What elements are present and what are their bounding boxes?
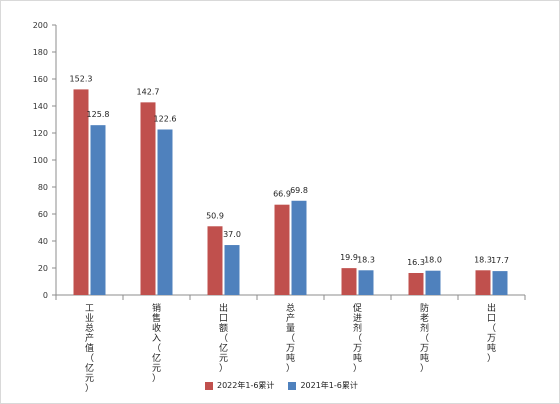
bar-2021 xyxy=(425,270,441,295)
y-tick-label: 100 xyxy=(33,156,48,165)
data-label: 50.9 xyxy=(206,211,224,220)
legend-swatch-2022 xyxy=(205,381,213,390)
legend: 2022年1-6累计 2021年1-6累计 xyxy=(205,380,358,391)
bar-2021 xyxy=(157,129,173,295)
data-label: 18.0 xyxy=(424,256,442,265)
category-label: 促进剂（万吨） xyxy=(353,302,362,374)
bar-2021 xyxy=(492,271,508,295)
category-label: 防老剂（万吨） xyxy=(420,302,429,374)
category-label: 出口额（亿元） xyxy=(219,302,228,374)
data-label: 17.7 xyxy=(491,256,509,265)
bar-2021 xyxy=(358,270,374,295)
category-label: 工业总产值（亿元） xyxy=(85,304,94,394)
data-label: 18.3 xyxy=(474,255,492,264)
bar-2022 xyxy=(140,102,156,295)
bar-2021 xyxy=(224,245,240,295)
data-label: 142.7 xyxy=(137,87,160,96)
data-label: 37.0 xyxy=(223,230,241,239)
data-label: 152.3 xyxy=(70,74,93,83)
bar-2022 xyxy=(207,226,223,295)
y-tick-label: 60 xyxy=(38,210,48,219)
data-label: 66.9 xyxy=(273,190,291,199)
bar-2022 xyxy=(73,89,89,296)
y-tick-label: 80 xyxy=(38,183,48,192)
y-tick-label: 120 xyxy=(33,129,48,138)
bar-2021 xyxy=(90,125,106,295)
data-label: 125.8 xyxy=(87,110,110,119)
legend-item-2022: 2022年1-6累计 xyxy=(205,380,274,391)
legend-swatch-2021 xyxy=(288,381,297,390)
category-label: 总产量（万吨） xyxy=(286,302,295,374)
y-tick-label: 0 xyxy=(43,291,48,300)
legend-item-2021: 2021年1-6累计 xyxy=(288,380,358,391)
y-tick-label: 40 xyxy=(38,237,48,246)
bar-2022 xyxy=(274,204,290,295)
category-label: 销售收入（亿元） xyxy=(152,302,161,384)
y-tick-label: 180 xyxy=(33,48,48,57)
bar-2022 xyxy=(341,268,357,295)
bar-2022 xyxy=(408,272,424,295)
data-label: 18.3 xyxy=(357,255,375,264)
data-label: 19.9 xyxy=(340,253,358,262)
bar-2021 xyxy=(291,200,307,295)
legend-label-2021: 2021年1-6累计 xyxy=(300,381,358,390)
legend-label-2022: 2022年1-6累计 xyxy=(217,381,275,390)
data-label: 16.3 xyxy=(407,258,425,267)
y-tick-label: 200 xyxy=(33,21,48,30)
y-tick-label: 160 xyxy=(33,75,48,84)
y-tick-label: 20 xyxy=(38,264,48,273)
data-label: 122.6 xyxy=(154,114,177,123)
category-label: 出口（万吨） xyxy=(487,302,496,364)
bar-2022 xyxy=(475,270,491,295)
y-tick-label: 140 xyxy=(33,102,48,111)
data-label: 69.8 xyxy=(290,186,308,195)
